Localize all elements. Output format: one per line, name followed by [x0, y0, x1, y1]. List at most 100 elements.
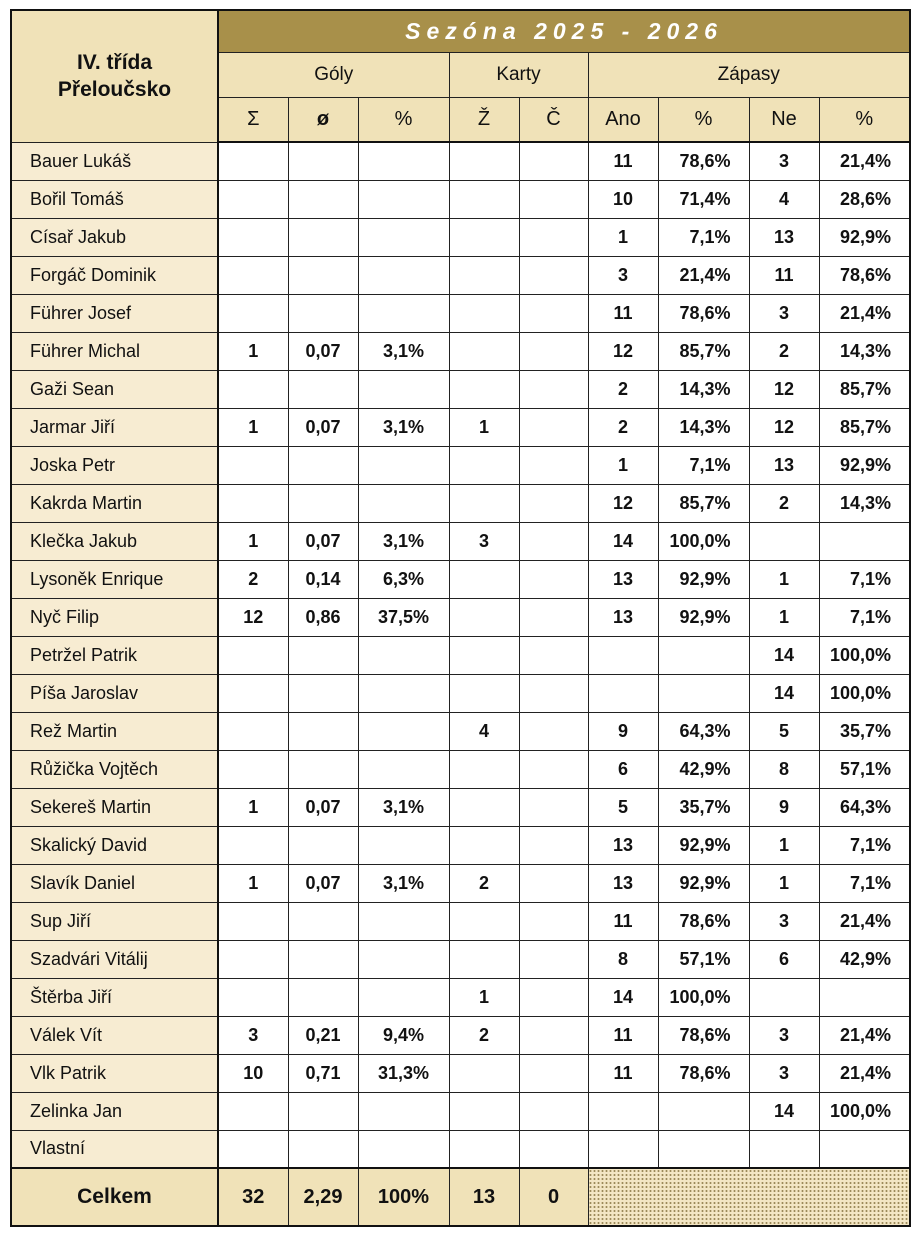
red-cards-cell — [518, 863, 589, 903]
yellow-cards-cell — [448, 179, 520, 219]
matches-no-cell: 2 — [748, 483, 820, 523]
matches-no-cell: 4 — [748, 179, 820, 219]
matches-yes-pct-cell — [657, 1091, 750, 1131]
team-name-header: IV. třída Přeloučsko — [10, 9, 219, 143]
matches-yes-pct-header: % — [657, 97, 750, 143]
matches-no-cell: 13 — [748, 217, 820, 257]
matches-yes-cell: 3 — [587, 255, 659, 295]
goals-avg-cell: 0,86 — [287, 597, 359, 637]
yellow-cards-cell — [448, 749, 520, 789]
table-row: Nyč Filip 12 0,86 37,5% 13 92,9% 1 7,1% — [10, 597, 912, 637]
goals-cell: 1 — [217, 787, 289, 827]
matches-yes-cell: 1 — [587, 217, 659, 257]
matches-no-pct-cell: 85,7% — [818, 407, 912, 447]
yellow-cards-cell: 2 — [448, 863, 520, 903]
goals-pct-cell — [357, 939, 450, 979]
matches-no-cell: 2 — [748, 331, 820, 371]
yellow-cards-cell — [448, 1129, 520, 1169]
matches-no-cell: 3 — [748, 293, 820, 333]
matches-no-pct-cell — [818, 521, 912, 561]
table-row: Bořil Tomáš 10 71,4% 4 28,6% — [10, 179, 912, 219]
goals-avg-cell: 0,21 — [287, 1015, 359, 1055]
goals-pct-cell: 31,3% — [357, 1053, 450, 1093]
table-row: Sekereš Martin 1 0,07 3,1% 5 35,7% 9 64,3% — [10, 787, 912, 827]
matches-no-cell: 3 — [748, 901, 820, 941]
matches-yes-cell — [587, 635, 659, 675]
red-cards-cell — [518, 559, 589, 599]
yellow-cards-cell — [448, 597, 520, 637]
goals-pct-cell — [357, 711, 450, 751]
goals-pct-cell — [357, 293, 450, 333]
matches-no-pct-cell: 14,3% — [818, 331, 912, 371]
totals-dotted-fill — [587, 1167, 912, 1227]
season-title: Sezóna 2025 - 2026 — [217, 9, 912, 53]
yellow-cards-cell — [448, 787, 520, 827]
matches-no-cell: 1 — [748, 863, 820, 903]
red-cards-cell — [518, 673, 589, 713]
goals-avg-cell — [287, 711, 359, 751]
matches-yes-pct-cell: 92,9% — [657, 597, 750, 637]
goals-pct-cell: 3,1% — [357, 863, 450, 903]
goals-cell — [217, 217, 289, 257]
matches-no-pct-cell: 64,3% — [818, 787, 912, 827]
table-row: Růžička Vojtěch 6 42,9% 8 57,1% — [10, 749, 912, 789]
player-name: Slavík Daniel — [10, 863, 219, 903]
goals-cell — [217, 483, 289, 523]
matches-yes-cell: 6 — [587, 749, 659, 789]
player-name: Císař Jakub — [10, 217, 219, 257]
goals-avg-cell — [287, 483, 359, 523]
table-row: Vlastní — [10, 1129, 912, 1169]
player-name: Píša Jaroslav — [10, 673, 219, 713]
matches-no-cell: 13 — [748, 445, 820, 485]
goals-avg-cell — [287, 749, 359, 789]
goals-cell: 1 — [217, 863, 289, 903]
table-row: Lysoněk Enrique 2 0,14 6,3% 13 92,9% 1 7,1% — [10, 559, 912, 599]
goals-cell — [217, 749, 289, 789]
yellow-cards-cell — [448, 369, 520, 409]
matches-no-cell: 5 — [748, 711, 820, 751]
yellow-cards-cell — [448, 483, 520, 523]
totals-goals: 32 — [217, 1167, 289, 1227]
red-cards-header: Č — [518, 97, 589, 143]
goals-pct-cell: 3,1% — [357, 331, 450, 371]
matches-yes-cell — [587, 1091, 659, 1131]
goals-avg-cell — [287, 445, 359, 485]
matches-yes-cell: 8 — [587, 939, 659, 979]
matches-yes-cell: 11 — [587, 1053, 659, 1093]
red-cards-cell — [518, 1053, 589, 1093]
player-name: Skalický David — [10, 825, 219, 865]
totals-row: Celkem 32 2,29 100% 13 0 — [10, 1167, 912, 1227]
matches-yes-cell: 14 — [587, 521, 659, 561]
matches-yes-pct-cell: 21,4% — [657, 255, 750, 295]
red-cards-cell — [518, 331, 589, 371]
goals-pct-cell — [357, 483, 450, 523]
matches-yes-pct-cell: 78,6% — [657, 901, 750, 941]
matches-no-cell: 8 — [748, 749, 820, 789]
yellow-cards-cell: 1 — [448, 407, 520, 447]
matches-yes-pct-cell: 7,1% — [657, 217, 750, 257]
stats-table-wrap: IV. třída Přeloučsko Sezóna 2025 - 2026 … — [10, 9, 912, 1227]
yellow-cards-cell — [448, 1091, 520, 1131]
yellow-cards-cell — [448, 141, 520, 181]
matches-no-pct-cell — [818, 977, 912, 1017]
goals-avg-cell — [287, 1129, 359, 1169]
matches-no-pct-cell: 100,0% — [818, 635, 912, 675]
matches-no-cell: 11 — [748, 255, 820, 295]
yellow-cards-cell: 4 — [448, 711, 520, 751]
matches-no-cell: 3 — [748, 1053, 820, 1093]
matches-yes-pct-cell: 78,6% — [657, 1053, 750, 1093]
yellow-cards-cell: 1 — [448, 977, 520, 1017]
player-name: Jarmar Jiří — [10, 407, 219, 447]
goals-avg-cell — [287, 179, 359, 219]
matches-no-pct-cell: 7,1% — [818, 559, 912, 599]
matches-no-cell: 1 — [748, 559, 820, 599]
goals-avg-cell: 0,07 — [287, 787, 359, 827]
player-name: Petržel Patrik — [10, 635, 219, 675]
goals-cell — [217, 255, 289, 295]
matches-yes-pct-cell: 14,3% — [657, 407, 750, 447]
player-name: Szadvári Vitálij — [10, 939, 219, 979]
table-row: Válek Vít 3 0,21 9,4% 2 11 78,6% 3 21,4% — [10, 1015, 912, 1055]
matches-group-header: Zápasy — [587, 52, 912, 98]
matches-no-cell: 14 — [748, 673, 820, 713]
red-cards-cell — [518, 749, 589, 789]
